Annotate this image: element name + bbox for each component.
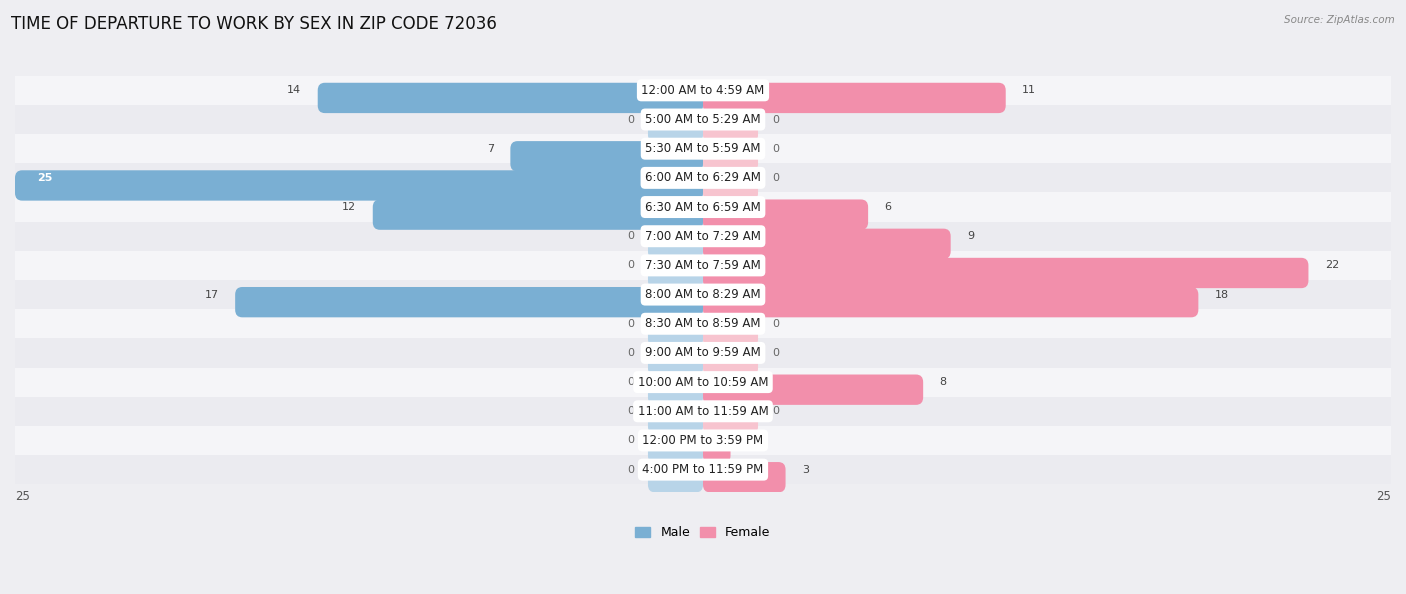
Text: 0: 0 [772, 319, 779, 328]
Text: 0: 0 [772, 406, 779, 416]
Legend: Male, Female: Male, Female [630, 522, 776, 545]
Text: 0: 0 [627, 260, 634, 270]
Text: 17: 17 [204, 290, 219, 299]
FancyBboxPatch shape [703, 200, 868, 230]
FancyBboxPatch shape [15, 222, 1391, 251]
Text: 11: 11 [1022, 86, 1036, 96]
FancyBboxPatch shape [15, 163, 1391, 192]
Text: 6:00 AM to 6:29 AM: 6:00 AM to 6:29 AM [645, 172, 761, 184]
Text: 7:00 AM to 7:29 AM: 7:00 AM to 7:29 AM [645, 230, 761, 243]
Text: 0: 0 [627, 406, 634, 416]
Text: 25: 25 [15, 490, 30, 503]
Text: 25: 25 [1376, 490, 1391, 503]
Text: 10:00 AM to 10:59 AM: 10:00 AM to 10:59 AM [638, 375, 768, 388]
Text: 25: 25 [37, 173, 52, 183]
FancyBboxPatch shape [703, 287, 1198, 317]
Text: 0: 0 [772, 144, 779, 154]
Text: TIME OF DEPARTURE TO WORK BY SEX IN ZIP CODE 72036: TIME OF DEPARTURE TO WORK BY SEX IN ZIP … [11, 15, 498, 33]
FancyBboxPatch shape [703, 141, 758, 172]
FancyBboxPatch shape [703, 112, 758, 143]
Text: 6:30 AM to 6:59 AM: 6:30 AM to 6:59 AM [645, 201, 761, 214]
FancyBboxPatch shape [15, 368, 1391, 397]
Text: 0: 0 [627, 231, 634, 241]
FancyBboxPatch shape [703, 433, 731, 463]
FancyBboxPatch shape [15, 397, 1391, 426]
FancyBboxPatch shape [15, 76, 1391, 105]
FancyBboxPatch shape [318, 83, 703, 113]
FancyBboxPatch shape [15, 105, 1391, 134]
Text: Source: ZipAtlas.com: Source: ZipAtlas.com [1284, 15, 1395, 25]
FancyBboxPatch shape [15, 192, 1391, 222]
Text: 0: 0 [772, 173, 779, 183]
Text: 0: 0 [772, 348, 779, 358]
FancyBboxPatch shape [648, 229, 703, 259]
Text: 18: 18 [1215, 290, 1229, 299]
Text: 12: 12 [342, 202, 356, 212]
FancyBboxPatch shape [703, 229, 950, 259]
FancyBboxPatch shape [510, 141, 703, 172]
FancyBboxPatch shape [703, 462, 786, 492]
Text: 0: 0 [627, 465, 634, 475]
Text: 5:00 AM to 5:29 AM: 5:00 AM to 5:29 AM [645, 113, 761, 126]
FancyBboxPatch shape [15, 251, 1391, 280]
Text: 5:30 AM to 5:59 AM: 5:30 AM to 5:59 AM [645, 142, 761, 155]
FancyBboxPatch shape [703, 404, 758, 434]
FancyBboxPatch shape [648, 258, 703, 288]
Text: 22: 22 [1324, 260, 1339, 270]
Text: 4:00 PM to 11:59 PM: 4:00 PM to 11:59 PM [643, 463, 763, 476]
FancyBboxPatch shape [648, 345, 703, 375]
Text: 6: 6 [884, 202, 891, 212]
FancyBboxPatch shape [15, 455, 1391, 484]
FancyBboxPatch shape [703, 316, 758, 346]
FancyBboxPatch shape [15, 134, 1391, 163]
FancyBboxPatch shape [15, 170, 703, 201]
Text: 14: 14 [287, 86, 301, 96]
FancyBboxPatch shape [703, 170, 758, 201]
FancyBboxPatch shape [648, 462, 703, 492]
FancyBboxPatch shape [703, 83, 1005, 113]
FancyBboxPatch shape [15, 280, 1391, 309]
FancyBboxPatch shape [703, 375, 924, 405]
Text: 7:30 AM to 7:59 AM: 7:30 AM to 7:59 AM [645, 259, 761, 272]
FancyBboxPatch shape [373, 200, 703, 230]
Text: 8:00 AM to 8:29 AM: 8:00 AM to 8:29 AM [645, 288, 761, 301]
Text: 0: 0 [627, 115, 634, 125]
Text: 0: 0 [772, 115, 779, 125]
Text: 12:00 PM to 3:59 PM: 12:00 PM to 3:59 PM [643, 434, 763, 447]
Text: 11:00 AM to 11:59 AM: 11:00 AM to 11:59 AM [638, 405, 768, 418]
Text: 8: 8 [939, 377, 946, 387]
FancyBboxPatch shape [648, 112, 703, 143]
Text: 1: 1 [747, 435, 754, 446]
Text: 0: 0 [627, 348, 634, 358]
FancyBboxPatch shape [648, 404, 703, 434]
FancyBboxPatch shape [15, 309, 1391, 339]
Text: 0: 0 [627, 377, 634, 387]
FancyBboxPatch shape [703, 258, 1309, 288]
FancyBboxPatch shape [648, 433, 703, 463]
FancyBboxPatch shape [648, 375, 703, 405]
FancyBboxPatch shape [703, 345, 758, 375]
Text: 9: 9 [967, 231, 974, 241]
Text: 12:00 AM to 4:59 AM: 12:00 AM to 4:59 AM [641, 84, 765, 97]
FancyBboxPatch shape [648, 316, 703, 346]
Text: 3: 3 [801, 465, 808, 475]
Text: 8:30 AM to 8:59 AM: 8:30 AM to 8:59 AM [645, 317, 761, 330]
Text: 0: 0 [627, 435, 634, 446]
Text: 0: 0 [627, 319, 634, 328]
Text: 7: 7 [486, 144, 494, 154]
FancyBboxPatch shape [15, 426, 1391, 455]
FancyBboxPatch shape [15, 339, 1391, 368]
Text: 9:00 AM to 9:59 AM: 9:00 AM to 9:59 AM [645, 346, 761, 359]
FancyBboxPatch shape [235, 287, 703, 317]
